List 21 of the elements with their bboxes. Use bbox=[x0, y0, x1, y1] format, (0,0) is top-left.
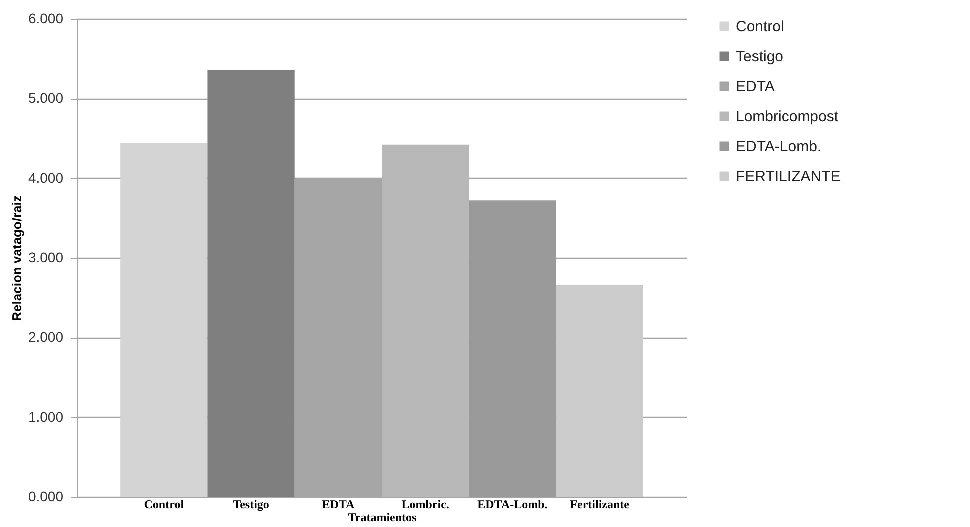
y-tick-label: 2.000 bbox=[28, 329, 64, 346]
y-tick-label: 5.000 bbox=[28, 90, 64, 106]
x-tick-label: Testigo bbox=[233, 498, 270, 512]
y-axis-title: Relacion vatago/raiz bbox=[9, 195, 24, 322]
y-tick-label: 0.000 bbox=[28, 488, 64, 504]
x-tick-label: Lombric. bbox=[402, 498, 450, 512]
y-tick-label: 6.000 bbox=[28, 10, 64, 26]
y-tick-label: 4.000 bbox=[28, 170, 64, 186]
x-axis-title: Tratamientos bbox=[348, 510, 418, 524]
x-tick-label: EDTA-Lomb. bbox=[478, 498, 548, 512]
x-tick-label: Control bbox=[144, 498, 185, 512]
y-tick-label: 3.000 bbox=[28, 250, 64, 266]
legend-label: Lombricompost bbox=[736, 108, 840, 126]
legend-label: FERTILIZANTE bbox=[736, 168, 841, 186]
legend-label: EDTA bbox=[736, 78, 775, 96]
x-tick-label: Fertilizante bbox=[570, 498, 630, 512]
legend-label: EDTA-Lomb. bbox=[736, 138, 822, 156]
y-tick-label: 1.000 bbox=[28, 408, 64, 425]
legend-label: Control bbox=[736, 18, 784, 36]
x-tick-label: EDTA bbox=[322, 498, 355, 512]
legend-label: Testigo bbox=[736, 48, 784, 66]
